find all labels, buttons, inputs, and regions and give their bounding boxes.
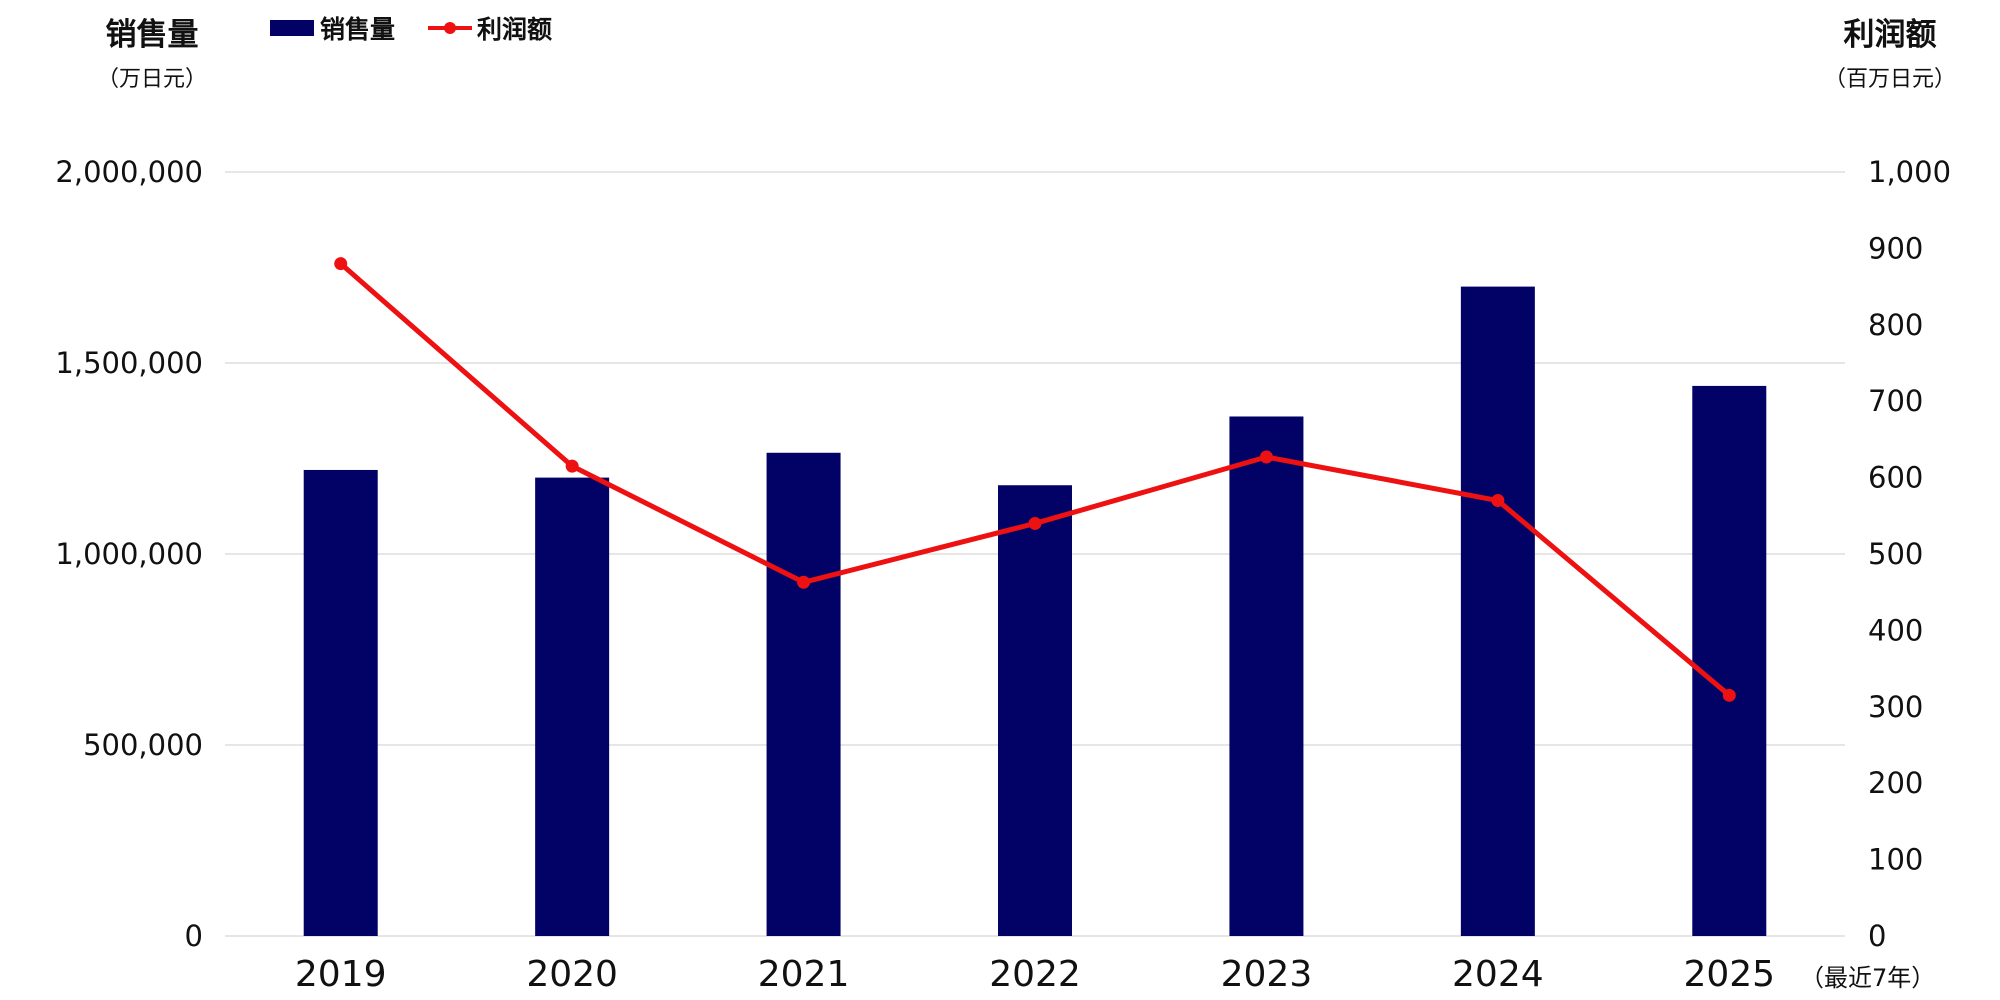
line-series (334, 257, 1736, 702)
right-tick-label: 400 (1868, 613, 1923, 647)
left-axis-ticks: 0 500,000 1,000,000 1,500,000 2,000,000 (55, 155, 203, 953)
x-tick-label: 2022 (989, 954, 1081, 995)
legend: 销售量 利润额 (270, 15, 552, 44)
x-tick-label: 2024 (1452, 954, 1544, 995)
left-tick-label: 2,000,000 (55, 155, 203, 189)
right-axis-unit: （百万日元） (1824, 67, 1956, 92)
profit-point-2023 (1259, 450, 1273, 464)
x-tick-label: 2019 (295, 954, 387, 995)
right-tick-label: 0 (1868, 919, 1886, 953)
x-tick-label: 2023 (1221, 954, 1313, 995)
left-axis-title: 销售量 (106, 17, 199, 53)
profit-point-2019 (334, 257, 348, 271)
profit-point-2021 (797, 575, 811, 589)
legend-label-sales: 销售量 (320, 15, 395, 44)
right-tick-label: 500 (1868, 537, 1923, 571)
left-tick-label: 500,000 (83, 728, 203, 762)
right-axis-title: 利润额 (1844, 17, 1937, 53)
x-axis-note: （最近7年） (1800, 964, 1935, 992)
x-axis-ticks: 2019 2020 2021 2022 2023 2024 2025 (295, 954, 1775, 995)
right-tick-label: 200 (1868, 766, 1923, 800)
x-tick-label: 2025 (1683, 954, 1775, 995)
legend-bar-swatch (270, 20, 314, 36)
bar-2025 (1692, 385, 1767, 936)
profit-point-2025 (1722, 688, 1736, 702)
bar-2022 (998, 485, 1072, 936)
bar-2023 (1229, 416, 1304, 937)
x-tick-label: 2020 (526, 954, 618, 995)
right-tick-label: 300 (1868, 690, 1923, 724)
legend-line-marker (444, 22, 456, 34)
bar-2021 (766, 452, 841, 936)
profit-point-2022 (1028, 516, 1042, 530)
bar-2019 (303, 469, 378, 936)
bar-series (303, 286, 1767, 937)
right-tick-label: 100 (1868, 843, 1923, 877)
right-tick-label: 800 (1868, 308, 1923, 342)
bar-2024 (1460, 286, 1535, 937)
bar-2020 (535, 477, 610, 936)
left-tick-label: 1,000,000 (55, 537, 203, 571)
x-tick-label: 2021 (758, 954, 850, 995)
right-tick-label: 700 (1868, 384, 1923, 418)
left-axis-unit: （万日元） (97, 67, 207, 92)
right-axis-ticks: 0 100 200 300 400 500 600 700 800 900 1,000 (1868, 155, 1951, 953)
profit-point-2020 (565, 459, 579, 473)
right-tick-label: 600 (1868, 461, 1923, 495)
right-tick-label: 900 (1868, 231, 1923, 265)
left-tick-label: 0 (185, 919, 203, 953)
left-tick-label: 1,500,000 (55, 346, 203, 380)
profit-point-2024 (1491, 494, 1505, 508)
legend-label-profit: 利润额 (477, 15, 552, 44)
right-tick-label: 1,000 (1868, 155, 1951, 189)
